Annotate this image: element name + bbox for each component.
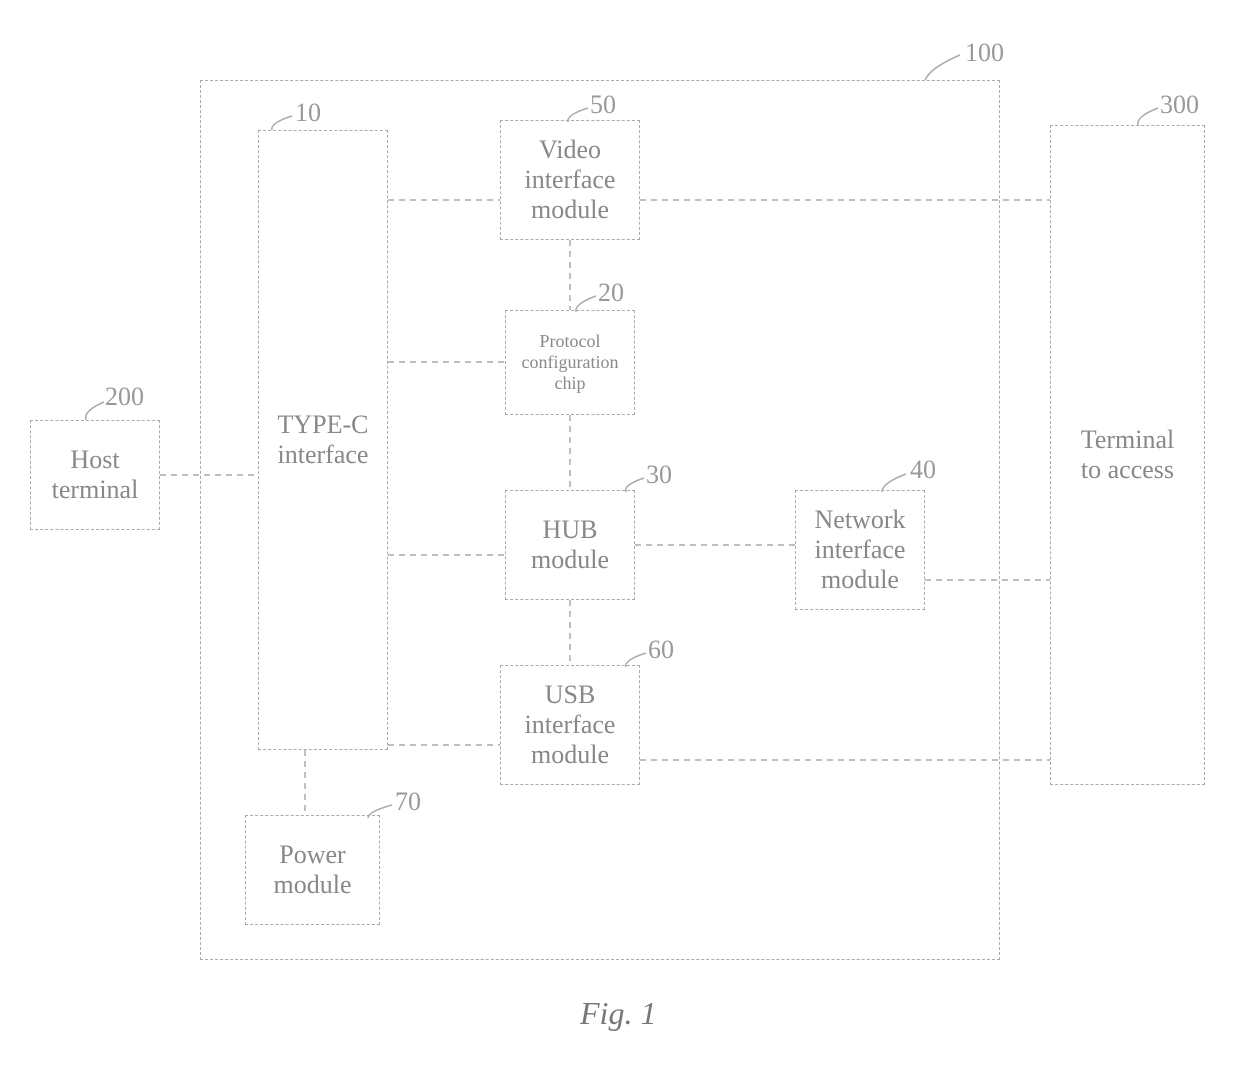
- ref-leader-100: [925, 55, 960, 80]
- hub-module-box: HUBmodule: [505, 490, 635, 600]
- usb-module-text: USBinterfacemodule: [525, 680, 616, 770]
- network-module-text: Networkinterfacemodule: [815, 505, 906, 595]
- ref-leader-300: [1138, 108, 1158, 125]
- host-terminal-text: Hostterminal: [52, 445, 139, 505]
- ref-label-200: 200: [105, 382, 144, 412]
- typec-interface-box: TYPE-Cinterface: [258, 130, 388, 750]
- ref-leader-200: [86, 402, 104, 420]
- ref-label-50: 50: [590, 90, 616, 120]
- typec-interface-text: TYPE-Cinterface: [278, 410, 369, 470]
- figure-caption: Fig. 1: [580, 995, 656, 1032]
- protocol-chip-box: Protocolconfigurationchip: [505, 310, 635, 415]
- power-module-box: Powermodule: [245, 815, 380, 925]
- ref-label-10: 10: [295, 98, 321, 128]
- ref-label-100: 100: [965, 38, 1004, 68]
- terminal-access-box: Terminalto access: [1050, 125, 1205, 785]
- hub-module-text: HUBmodule: [531, 515, 609, 575]
- ref-label-40: 40: [910, 455, 936, 485]
- ref-label-300: 300: [1160, 90, 1199, 120]
- ref-label-20: 20: [598, 278, 624, 308]
- host-terminal-box: Hostterminal: [30, 420, 160, 530]
- ref-label-70: 70: [395, 787, 421, 817]
- power-module-text: Powermodule: [274, 840, 352, 900]
- protocol-chip-text: Protocolconfigurationchip: [522, 331, 619, 393]
- ref-label-60: 60: [648, 635, 674, 665]
- network-module-box: Networkinterfacemodule: [795, 490, 925, 610]
- video-module-box: Videointerfacemodule: [500, 120, 640, 240]
- video-module-text: Videointerfacemodule: [525, 135, 616, 225]
- ref-label-30: 30: [646, 460, 672, 490]
- terminal-access-text: Terminalto access: [1081, 425, 1174, 485]
- usb-module-box: USBinterfacemodule: [500, 665, 640, 785]
